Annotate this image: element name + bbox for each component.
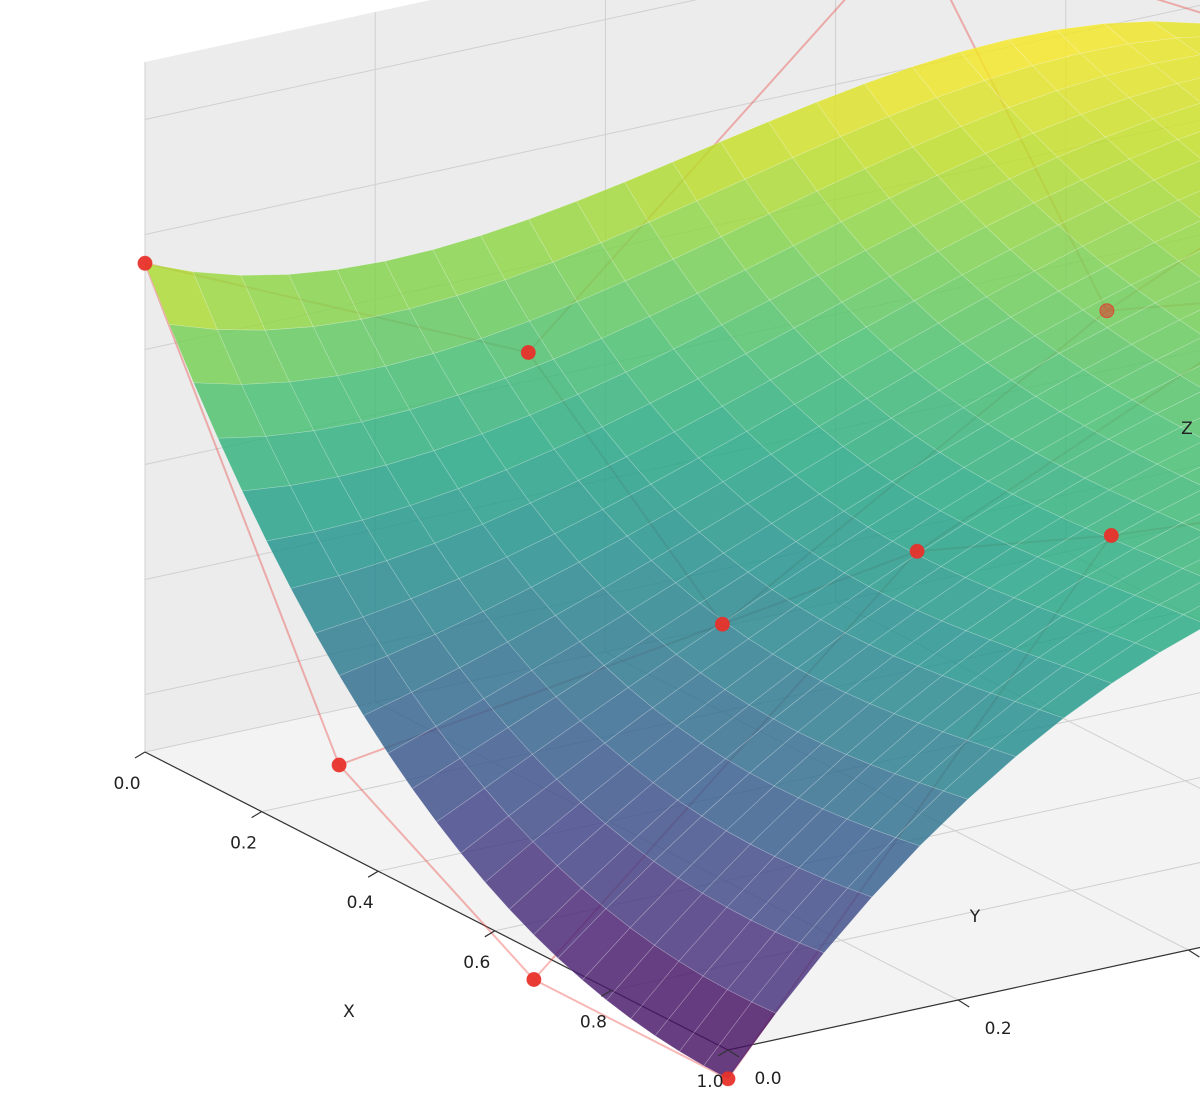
- control-points: [137, 255, 1119, 1087]
- x-tick: [134, 751, 146, 759]
- surface-patch: [1176, 77, 1200, 103]
- surface-patch: [1151, 20, 1200, 39]
- surface-patch: [942, 748, 1017, 800]
- x-tick: [717, 1049, 729, 1057]
- y-tick-label: 0.0: [754, 1069, 781, 1089]
- x-tick: [601, 989, 612, 997]
- x-tick: [484, 930, 496, 938]
- surface-patch: [990, 709, 1065, 757]
- y-axis-label: Y: [969, 907, 981, 927]
- tick-marks: [134, 751, 1200, 1058]
- surface-patch: [1133, 568, 1200, 606]
- x-tick: [251, 811, 262, 819]
- surface-patch: [1178, 309, 1200, 335]
- x-tick-label: 0.8: [580, 1012, 607, 1032]
- x-tick-label: 0.4: [347, 893, 374, 913]
- control-net-line: [533, 978, 729, 1080]
- surface-patch: [1134, 614, 1200, 653]
- control-point: [1099, 303, 1115, 319]
- surface-patch: [703, 1001, 777, 1080]
- control-point: [1103, 528, 1119, 543]
- surface-patch: [1179, 365, 1200, 388]
- surface-patch: [1131, 375, 1200, 415]
- y-tick-labels: 0.00.20.40.60.81.0: [754, 1019, 1012, 1089]
- surface-patch: [1130, 260, 1200, 304]
- x-tick-label: 0.6: [463, 953, 490, 973]
- surface-patch: [1157, 490, 1200, 524]
- gridline-z: [144, 0, 698, 120]
- y-tick-label: 0.2: [985, 1019, 1012, 1039]
- surface-patch: [1132, 426, 1200, 465]
- surface-patch: [751, 942, 825, 1014]
- control-point: [714, 616, 730, 632]
- surface-patch: [1127, 37, 1200, 65]
- control-net-line: [144, 262, 341, 766]
- surface-patch: [1154, 220, 1200, 262]
- surface-patch: [1156, 442, 1200, 477]
- surface-patch: [1181, 559, 1200, 577]
- surface-patch: [1177, 131, 1200, 159]
- control-point: [720, 1071, 736, 1087]
- control-net-line: [338, 764, 535, 981]
- z-axis-label: Z: [1181, 419, 1193, 439]
- control-point: [331, 757, 347, 773]
- surface-patch: [1129, 139, 1200, 181]
- surface-patch: [1128, 83, 1200, 120]
- control-point: [909, 543, 925, 559]
- control-point: [526, 972, 542, 987]
- x-tick-labels: 0.0 0.2 0.4 0.6 0.8 1.0: [113, 774, 723, 1092]
- x-tick-label: 0.2: [230, 834, 257, 854]
- control-point: [520, 345, 536, 360]
- surface-patch: [1131, 319, 1200, 361]
- surface-patch: [1132, 475, 1200, 513]
- x-axis-label: X: [343, 1002, 355, 1022]
- surface-patch: [1153, 160, 1200, 201]
- y-tick: [1188, 949, 1200, 958]
- y-axis-line: [727, 946, 1200, 1051]
- y-tick: [957, 999, 970, 1008]
- x-tick-label: 0.0: [113, 774, 140, 794]
- y-tick: [727, 1049, 740, 1058]
- x-tick-label: 1.0: [696, 1072, 723, 1092]
- control-point: [137, 255, 153, 271]
- bezier-surface: [144, 20, 1200, 1080]
- surface-patch: [1154, 280, 1200, 321]
- surface-patch: [1155, 391, 1200, 428]
- x-tick: [367, 870, 379, 878]
